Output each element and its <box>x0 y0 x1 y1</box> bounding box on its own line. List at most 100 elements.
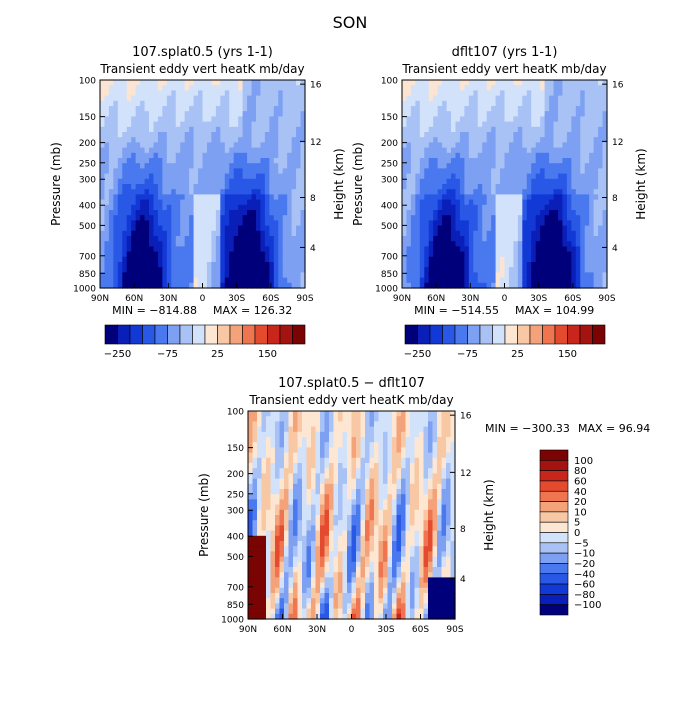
heatmap-cell <box>153 215 158 221</box>
heatmap-cell <box>109 85 114 91</box>
heatmap-cell <box>225 252 230 258</box>
heatmap-cell <box>109 252 114 258</box>
heatmap-cell <box>262 473 267 479</box>
heatmap-cell <box>527 184 532 190</box>
heatmap-cell <box>283 184 288 190</box>
heatmap-cell <box>262 541 267 547</box>
heatmap-cell <box>274 142 279 148</box>
heatmap-cell <box>455 262 460 268</box>
heatmap-cell <box>496 116 501 122</box>
heatmap-cell <box>365 421 370 427</box>
heatmap-cell <box>234 267 239 273</box>
heatmap-cell <box>252 106 257 112</box>
heatmap-cell <box>136 200 141 206</box>
heatmap-cell <box>149 122 154 128</box>
heatmap-cell <box>189 262 194 268</box>
heatmap-cell <box>316 598 321 604</box>
heatmap-cell <box>122 179 127 185</box>
heatmap-cell <box>194 148 199 154</box>
heatmap-cell <box>234 111 239 117</box>
heatmap-cell <box>329 510 334 516</box>
heatmap-cell <box>216 101 221 107</box>
heatmap-cell <box>211 132 216 138</box>
heatmap-cell <box>540 137 545 143</box>
heatmap-cell <box>518 158 523 164</box>
heatmap-cell <box>316 515 321 521</box>
heatmap-cell <box>311 479 316 485</box>
heatmap-cell <box>296 241 301 247</box>
heatmap-cell <box>576 96 581 102</box>
heatmap-cell <box>189 90 194 96</box>
heatmap-cell <box>433 101 438 107</box>
heatmap-cell <box>442 205 447 211</box>
heatmap-cell <box>180 85 185 91</box>
heatmap-cell <box>256 246 261 252</box>
heatmap-cell <box>252 116 257 122</box>
heatmap-cell <box>104 262 109 268</box>
heatmap-cell <box>429 246 434 252</box>
heatmap-cell <box>127 231 132 237</box>
heatmap-cell <box>298 583 303 589</box>
heatmap-cell <box>274 158 279 164</box>
heatmap-cell <box>176 163 181 169</box>
heatmap-cell <box>185 267 190 273</box>
heatmap-cell <box>527 174 532 180</box>
heatmap-cell <box>298 551 303 557</box>
heatmap-cell <box>509 163 514 169</box>
heatmap-cell <box>585 200 590 206</box>
heatmap-cell <box>216 267 221 273</box>
heatmap-cell <box>540 132 545 138</box>
heatmap-cell <box>311 515 316 521</box>
heatmap-cell <box>460 122 465 128</box>
heatmap-cell <box>284 499 289 505</box>
heatmap-cell <box>307 499 312 505</box>
heatmap-cell <box>298 427 303 433</box>
heatmap-cell <box>149 179 154 185</box>
heatmap-cell <box>252 179 257 185</box>
heatmap-cell <box>334 427 339 433</box>
heatmap-cell <box>433 142 438 148</box>
heatmap-cell <box>266 603 271 609</box>
heatmap-cell <box>338 593 343 599</box>
heatmap-cell <box>522 241 527 247</box>
heatmap-cell <box>491 90 496 96</box>
heatmap-cell <box>287 85 292 91</box>
heatmap-cell <box>558 106 563 112</box>
heatmap-cell <box>500 231 505 237</box>
heatmap-cell <box>145 122 150 128</box>
heatmap-cell <box>469 132 474 138</box>
heatmap-cell <box>429 210 434 216</box>
heatmap-cell <box>576 210 581 216</box>
heatmap-cell <box>460 231 465 237</box>
heatmap-cell <box>531 257 536 263</box>
heatmap-cell <box>411 168 416 174</box>
heatmap-cell <box>176 200 181 206</box>
heatmap-cell <box>402 236 407 242</box>
heatmap-cell <box>338 541 343 547</box>
heatmap-cell <box>379 411 384 417</box>
heatmap-cell <box>598 106 603 112</box>
heatmap-cell <box>269 194 274 200</box>
heatmap-cell <box>325 562 330 568</box>
heatmap-cell <box>211 257 216 263</box>
heatmap-cell <box>316 463 321 469</box>
heatmap-cell <box>415 272 420 278</box>
heatmap-cell <box>203 220 208 226</box>
heatmap-cell <box>149 90 154 96</box>
heatmap-cell <box>447 236 452 242</box>
heatmap-cell <box>455 111 460 117</box>
heatmap-cell <box>496 142 501 148</box>
heatmap-cell <box>567 111 572 117</box>
heatmap-cell <box>549 137 554 143</box>
heatmap-cell <box>149 267 154 273</box>
heatmap-cell <box>247 189 252 195</box>
heatmap-cell <box>109 278 114 284</box>
heatmap-cell <box>411 215 416 221</box>
heatmap-cell <box>162 184 167 190</box>
heatmap-cell <box>216 184 221 190</box>
heatmap-cell <box>292 184 297 190</box>
heatmap-cell <box>451 148 456 154</box>
heatmap-cell <box>365 484 370 490</box>
heatmap-cell <box>262 603 267 609</box>
y-tick-label: 500 <box>381 222 398 232</box>
